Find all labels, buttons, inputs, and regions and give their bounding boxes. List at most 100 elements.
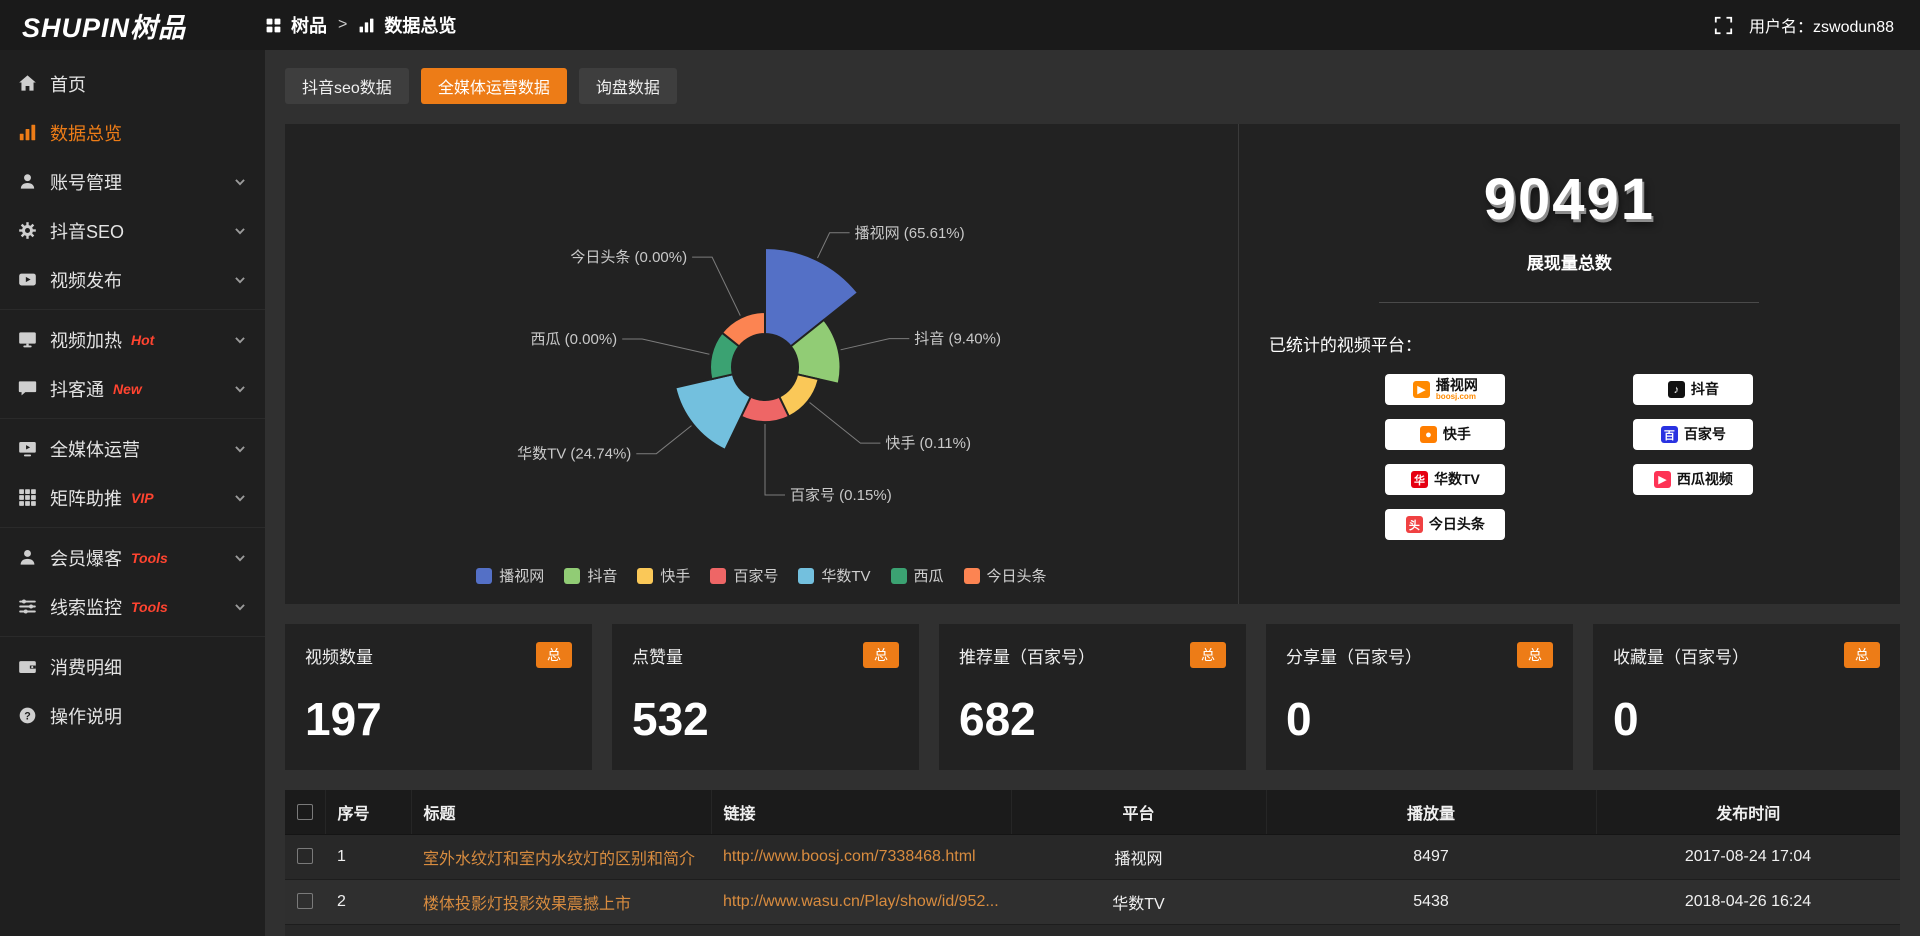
platform-badge-xigua: ▶ 西瓜视频	[1633, 464, 1754, 495]
legend-label: 百家号	[733, 568, 779, 585]
legend-item-baijiahao[interactable]: 百家号	[710, 565, 778, 586]
column-header: 平台	[1011, 790, 1267, 835]
stat-card-label: 点赞量	[632, 647, 683, 667]
cell-title[interactable]: 室外水纹灯和室内水纹灯的区别和简介	[411, 834, 711, 880]
row-checkbox-cell	[285, 879, 325, 925]
sidebar-item-data-overview[interactable]: 数据总览	[0, 108, 265, 157]
stat-card-like-count: 点赞量 总 532	[612, 624, 919, 770]
legend-swatch	[890, 567, 907, 584]
sidebar-item-label: 会员爆客	[50, 548, 122, 569]
cell-platform: 播视网	[1011, 834, 1266, 880]
gear-icon	[18, 221, 37, 240]
sidebar-item-label: 首页	[50, 74, 86, 95]
chevron-down-icon	[233, 273, 247, 287]
cell-time: 2017-08-24 17:04	[1596, 834, 1900, 880]
sidebar-item-douketong[interactable]: 抖客通 New	[0, 364, 265, 413]
table-row: 1 室外水纹灯和室内水纹灯的区别和简介 http://www.boosj.com/7…	[285, 834, 1900, 880]
pie-label-baijiahao: 百家号 (0.15%)	[790, 487, 892, 504]
sidebar-item-badge: Hot	[131, 331, 155, 348]
stat-card-value: 532	[632, 693, 709, 745]
legend-item-douyin[interactable]: 抖音	[564, 565, 617, 586]
cell-no: 2	[325, 879, 411, 925]
platform-badge-toutiao: 头今日头条	[1385, 509, 1506, 540]
chevron-down-icon	[233, 224, 247, 238]
total-badge[interactable]: 总	[1844, 642, 1880, 668]
platform-name: 西瓜视频	[1676, 471, 1733, 488]
chevron-down-icon	[233, 491, 247, 505]
sidebar-group: 首页数据总览账号管理 抖音SEO 视频发布	[0, 54, 265, 310]
wasu-logo-icon: 华	[1410, 471, 1428, 488]
cell-link[interactable]: http://www.wasu.cn/Play/show/id/952...	[711, 879, 1011, 925]
stat-card-label: 收藏量（百家号）	[1613, 647, 1749, 667]
total-badge[interactable]: 总	[1190, 642, 1226, 668]
cell-title[interactable]: 楼体投影灯投影效果震撼上市	[411, 879, 711, 925]
tab-inquiry-data[interactable]: 询盘数据	[578, 68, 677, 104]
legend-swatch	[710, 567, 727, 584]
stat-card-value: 682	[959, 693, 1036, 745]
pie-chart: 播视网 (65.61%) 抖音 (9.40%) 快手 (0.11%) 百家号 (0.1…	[285, 124, 1238, 604]
sidebar-item-douyin-seo[interactable]: 抖音SEO	[0, 206, 265, 255]
total-badge[interactable]: 总	[863, 642, 899, 668]
column-header: 播放量	[1266, 790, 1597, 835]
sidebar-item-media-operation[interactable]: 全媒体运营	[0, 424, 265, 473]
row-checkbox[interactable]	[297, 893, 313, 910]
sidebar-item-consumption-detail[interactable]: 消费明细	[0, 642, 265, 691]
legend-item-xigua[interactable]: 西瓜	[890, 565, 944, 586]
sidebar-item-lead-monitor[interactable]: 线索监控 Tools	[0, 582, 265, 631]
video-data-table: 序号 标题 链接 平台 播放量 发布时间 1 室外水纹灯和室内水纹灯的区别和简介 http://…	[285, 790, 1900, 925]
username[interactable]: 用户名：zswodun88	[1749, 19, 1894, 36]
fullscreen-icon[interactable]	[1714, 16, 1733, 35]
sidebar-item-label: 抖客通	[50, 379, 104, 400]
pie-slice-wasu[interactable]	[674, 373, 753, 452]
sidebar-item-badge: New	[113, 380, 142, 397]
total-badge[interactable]: 总	[1517, 642, 1553, 668]
platform-badge-douyin: ♪ 抖音	[1633, 374, 1754, 405]
sidebar-item-matrix-boost[interactable]: 矩阵助推 VIP	[0, 473, 265, 522]
sidebar-item-video-publish[interactable]: 视频发布	[0, 255, 265, 304]
pie-label-douyin: 抖音 (9.40%)	[914, 331, 1001, 348]
pie-slice-douyin[interactable]	[789, 318, 842, 385]
tab-douyin-seo-data[interactable]: 抖音seo数据	[285, 68, 409, 104]
sidebar-group: 会员爆客 Tools 线索监控 Tools	[0, 528, 265, 637]
pie-label-line	[692, 256, 741, 316]
grid-icon	[18, 488, 37, 507]
main-content: 抖音seo数据 全媒体运营数据 询盘数据 播视网 (65.61%) 抖音 (9.40%…	[265, 50, 1920, 936]
legend-label: 西瓜	[913, 568, 944, 585]
sidebar-item-home[interactable]: 首页	[0, 59, 265, 108]
sidebar-item-label: 操作说明	[50, 706, 122, 727]
sidebar-item-label: 数据总览	[50, 123, 122, 144]
stat-card-value: 0	[1286, 693, 1312, 745]
row-checkbox[interactable]	[297, 848, 313, 865]
cell-plays: 8497	[1266, 834, 1596, 880]
summary-divider	[1379, 302, 1760, 303]
app-logo[interactable]: SHUPIN树品	[22, 12, 187, 43]
pie-label-wasu: 华数TV (24.74%)	[517, 446, 631, 463]
platform-badge-baijiahao: 百百家号	[1633, 419, 1754, 450]
sidebar-item-badge: Tools	[131, 549, 168, 566]
platform-badge-wasu: 华华数TV	[1385, 464, 1506, 495]
apps-icon	[265, 17, 282, 34]
sidebar-item-instructions[interactable]: ? 操作说明	[0, 691, 265, 740]
legend-label: 抖音	[587, 568, 618, 585]
total-badge[interactable]: 总	[536, 642, 572, 668]
sidebar-item-badge: Tools	[131, 598, 168, 615]
legend-item-wasu[interactable]: 华数TV	[798, 565, 871, 586]
pie-slice-toutiao[interactable]	[720, 310, 766, 348]
cell-link[interactable]: http://www.boosj.com/7338468.html	[711, 834, 1011, 880]
sidebar-item-label: 线索监控	[50, 597, 122, 618]
sidebar-item-label: 矩阵助推	[50, 488, 122, 509]
cell-platform: 华数TV	[1011, 879, 1266, 925]
tab-media-operation-data[interactable]: 全媒体运营数据	[420, 68, 567, 104]
legend-item-boosj[interactable]: 播视网	[476, 565, 544, 586]
legend-item-toutiao[interactable]: 今日头条	[963, 565, 1047, 586]
sidebar-item-account-management[interactable]: 账号管理	[0, 157, 265, 206]
data-tabs: 抖音seo数据 全媒体运营数据 询盘数据	[285, 68, 1900, 104]
select-all-checkbox[interactable]	[296, 803, 313, 820]
sidebar-item-member-leads[interactable]: 会员爆客 Tools	[0, 533, 265, 582]
sidebar-item-video-heating[interactable]: 视频加热 Hot	[0, 315, 265, 364]
legend-item-kuaishou[interactable]: 快手	[637, 565, 690, 586]
breadcrumb-root[interactable]: 树品	[291, 16, 327, 36]
pie-label-toutiao: 今日头条 (0.00%)	[570, 249, 687, 266]
breadcrumb-current: 数据总览	[384, 16, 457, 36]
pie-slice-boosj[interactable]	[764, 246, 860, 348]
